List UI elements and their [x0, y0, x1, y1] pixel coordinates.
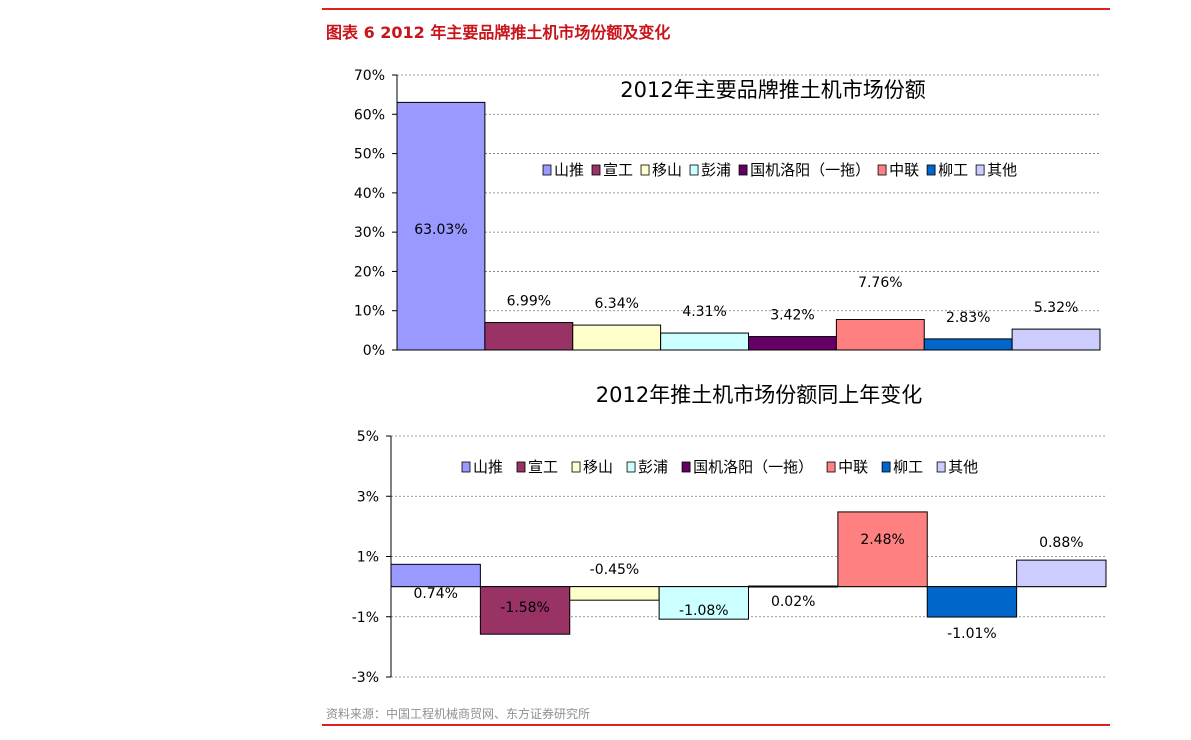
legend-label: 国机洛阳（一拖）	[750, 161, 870, 179]
y-tick-label: 50%	[354, 147, 385, 163]
legend-label: 宣工	[603, 161, 633, 179]
legend-label: 其他	[948, 458, 978, 476]
legend-swatch	[975, 164, 985, 176]
bottom-rule	[322, 724, 1110, 726]
legend-label: 宣工	[528, 458, 558, 476]
legend-label: 柳工	[893, 458, 923, 476]
legend-swatch	[681, 461, 691, 473]
data-label: -1.01%	[947, 626, 997, 642]
data-label: 2.48%	[860, 532, 904, 548]
legend-label: 山推	[473, 458, 503, 476]
y-tick-label: 70%	[354, 68, 385, 84]
data-label: 6.99%	[507, 294, 551, 310]
bar-4	[658, 586, 749, 620]
y-tick-label: 10%	[354, 304, 385, 320]
legend-label: 中联	[838, 458, 868, 476]
legend-label: 中联	[889, 161, 919, 179]
legend-swatch	[689, 164, 699, 176]
data-label: -1.58%	[500, 600, 550, 616]
bar-1	[390, 563, 481, 588]
y-tick-label: 5%	[357, 429, 379, 445]
y-tick-label: -1%	[352, 610, 379, 626]
y-tick-label: 3%	[357, 489, 379, 505]
legend-swatch	[571, 461, 581, 473]
data-label: 5.32%	[1034, 300, 1078, 316]
legend-swatch	[826, 461, 836, 473]
bar-8	[1016, 559, 1107, 588]
data-label: 2.83%	[946, 310, 990, 326]
legend: 山推 宣工 移山 彭浦 国机洛阳（一拖） 中联 柳工 其他	[542, 161, 1017, 179]
bar-7	[923, 338, 1013, 351]
bar-3	[569, 586, 660, 601]
data-label: -0.45%	[590, 562, 640, 578]
y-tick-label: 1%	[357, 550, 379, 566]
data-label: -1.08%	[679, 603, 729, 619]
bar-2	[484, 322, 574, 351]
y-tick-label: 40%	[354, 186, 385, 202]
bar-3	[572, 324, 662, 351]
y-tick-label: 30%	[354, 225, 385, 241]
data-label: 0.74%	[413, 586, 457, 602]
chart-1: 0% 10% 20% 30% 40% 50% 60% 70% 63.03% 6.99% 6.34% 4…	[354, 68, 1101, 359]
legend-swatch	[461, 461, 471, 473]
data-label: 6.34%	[594, 296, 638, 312]
top-rule	[322, 8, 1110, 10]
source-note: 资料来源：中国工程机械商贸网、东方证券研究所	[326, 707, 591, 721]
legend-label: 国机洛阳（一拖）	[693, 458, 813, 476]
bar-8	[1011, 328, 1101, 351]
data-label: 0.02%	[771, 594, 815, 610]
bar-4	[660, 332, 749, 351]
bar-6	[835, 319, 925, 351]
y-tick-label: 60%	[354, 107, 385, 123]
legend-label: 彭浦	[638, 458, 668, 476]
legend-label: 柳工	[938, 161, 968, 179]
figure-title: 图表 6 2012 年主要品牌推土机市场份额及变化	[326, 23, 671, 42]
data-label: 0.88%	[1039, 535, 1083, 551]
legend-label: 山推	[554, 161, 584, 179]
data-label: 4.31%	[682, 304, 726, 320]
data-label: 63.03%	[414, 222, 467, 238]
legend-label: 移山	[652, 161, 682, 179]
legend-swatch	[926, 164, 936, 176]
legend: 山推 宣工 移山 彭浦 国机洛阳（一拖） 中联 柳工 其他	[461, 458, 978, 476]
y-tick-label: 20%	[354, 264, 385, 280]
bar-2	[479, 586, 571, 635]
legend-swatch	[881, 461, 891, 473]
y-tick-label: 0%	[363, 343, 385, 359]
legend-swatch	[640, 164, 650, 176]
data-label: 3.42%	[770, 308, 814, 324]
bar-7	[926, 586, 1018, 618]
chart-2: -3% -1% 1% 3% 5% 0.74% -1.58% -0.45% -1.08% 0.02%…	[352, 383, 1107, 686]
chart-title: 2012年推土机市场份额同上年变化	[596, 383, 922, 407]
legend-label: 彭浦	[701, 161, 731, 179]
legend-label: 移山	[583, 458, 613, 476]
bar-5	[748, 336, 837, 351]
legend-swatch	[626, 461, 636, 473]
legend-swatch	[877, 164, 887, 176]
legend-swatch	[936, 461, 946, 473]
bar-6	[837, 511, 928, 588]
legend-swatch	[591, 164, 601, 176]
bar-1	[396, 101, 486, 351]
legend-swatch	[516, 461, 526, 473]
bar-5	[748, 585, 839, 588]
data-label: 7.76%	[858, 275, 902, 291]
y-tick-label: -3%	[352, 670, 379, 686]
legend-swatch	[738, 164, 748, 176]
legend-swatch	[542, 164, 552, 176]
chart-title: 2012年主要品牌推土机市场份额	[620, 78, 925, 102]
legend-label: 其他	[987, 161, 1017, 179]
